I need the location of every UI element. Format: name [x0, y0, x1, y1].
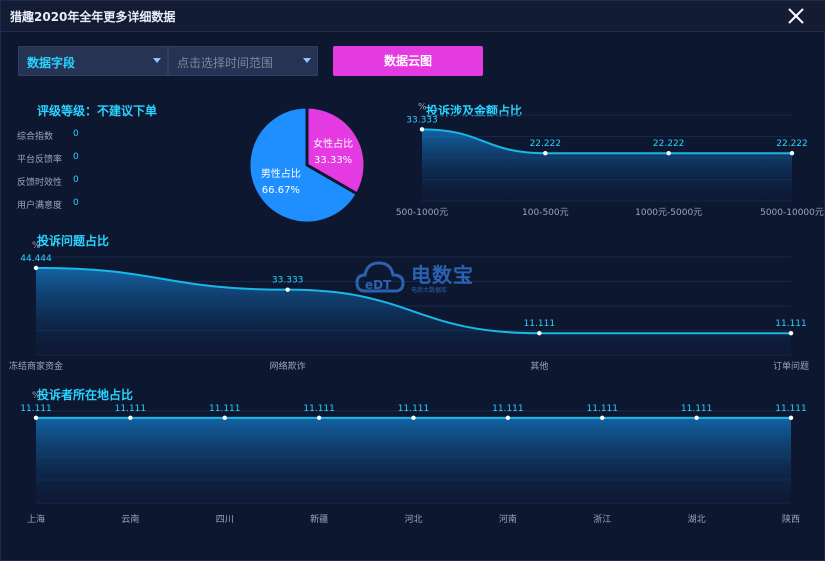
watermark-subtitle: 电商大数据库	[411, 287, 448, 294]
issue-area-chart: % 44.444 冻结商家资金 33.333 网络欺诈 11.111 其他 11.111 订单问…	[9, 241, 809, 372]
data-point	[222, 415, 227, 421]
data-label: 11.111	[115, 404, 147, 414]
unit-label: %	[32, 241, 41, 251]
x-tick-label: 四川	[216, 515, 234, 525]
data-label: 33.333	[406, 115, 438, 125]
data-label: 11.111	[303, 404, 335, 414]
window-title: 猎趣2020年全年更多详细数据	[10, 10, 176, 24]
data-label: 22.222	[530, 139, 562, 149]
x-tick-label: 冻结商家资金	[9, 360, 63, 372]
amount-area-chart: % 33.333 500-1000元 22.222 100-500元 22.222 1000…	[396, 102, 824, 218]
data-label: 22.222	[776, 139, 808, 149]
data-point	[505, 415, 511, 421]
rating-name: 反馈时效性	[17, 178, 63, 188]
pie-slice-name: 男性占比	[261, 167, 301, 180]
data-point	[316, 415, 322, 421]
rating-value: 0	[73, 175, 79, 185]
rating-title: 评级等级：不建议下单	[37, 104, 158, 118]
x-tick-label: 订单问题	[773, 360, 809, 372]
rating-row: 用户满意度 0	[17, 198, 107, 212]
chevron-down-icon	[153, 58, 161, 63]
x-tick-label: 5000-10000元	[760, 208, 824, 218]
data-point	[128, 415, 133, 421]
data-label: 11.111	[681, 404, 713, 414]
data-label: 11.111	[398, 404, 430, 414]
x-tick-label: 河北	[404, 513, 422, 525]
x-tick-label: 网络欺诈	[270, 360, 306, 372]
rating-row: 综合指数 0	[17, 129, 107, 143]
rating-row: 平台反馈率 0	[17, 152, 107, 166]
title-bar: 猎趣2020年全年更多详细数据	[1, 1, 825, 32]
rating-name: 平台反馈率	[17, 155, 63, 165]
x-tick-label: 500-1000元	[396, 208, 448, 218]
pie-slice-name: 女性占比	[313, 137, 353, 150]
rating-value: 0	[73, 129, 79, 139]
area-fill	[422, 129, 792, 201]
data-cloud-button[interactable]: 数据云图	[333, 46, 483, 76]
rating-name: 用户满意度	[17, 201, 63, 211]
data-point	[694, 415, 699, 421]
data-point	[788, 331, 794, 336]
x-tick-label: 河南	[499, 513, 517, 525]
rating-row: 反馈时效性 0	[17, 175, 107, 189]
data-label: 11.111	[20, 404, 52, 414]
close-icon	[788, 8, 804, 24]
data-point	[789, 151, 795, 156]
data-label: 11.111	[492, 404, 524, 414]
chevron-down-icon	[303, 58, 311, 63]
rating-value: 0	[73, 152, 79, 162]
close-button[interactable]	[786, 6, 806, 26]
data-label: 33.333	[272, 276, 304, 286]
pie-slice	[247, 105, 360, 225]
x-tick-label: 1000元-5000元	[635, 208, 702, 218]
data-label: 11.111	[775, 404, 807, 414]
unit-label: %	[32, 391, 41, 401]
x-tick-label: 浙江	[593, 513, 611, 525]
logo-text: eDT	[365, 278, 392, 292]
x-tick-label: 陕西	[782, 513, 800, 525]
x-tick-label: 湖北	[688, 514, 706, 525]
data-field-select[interactable]: 数据字段	[18, 46, 168, 76]
x-tick-label: 其他	[530, 360, 548, 372]
time-range-select[interactable]: 点击选择时间范围	[168, 46, 318, 76]
unit-label: %	[418, 102, 427, 112]
pie-slice-value: 33.33%	[314, 155, 352, 166]
x-tick-label: 云南	[121, 513, 139, 525]
watermark-logo: eDT 电数宝 电商大数据库	[355, 253, 485, 301]
cloud-logo-icon: eDT	[355, 261, 405, 293]
region-area-chart: % 11.111 上海 11.111 云南 11.111 四川 11.111 新疆 11.111 河…	[20, 391, 807, 525]
data-point	[600, 415, 605, 421]
data-point	[285, 287, 290, 292]
data-point	[411, 415, 416, 421]
data-point	[33, 415, 39, 421]
data-field-select-label: 数据字段	[27, 56, 76, 70]
series-line	[35, 266, 791, 335]
area-fill	[36, 417, 791, 503]
data-point	[33, 265, 39, 271]
data-point	[666, 151, 671, 156]
region-chart-title: 投诉者所在地占比	[37, 388, 134, 402]
data-point	[419, 127, 425, 132]
data-label: 22.222	[653, 139, 685, 149]
series-line	[421, 128, 792, 155]
data-point	[543, 151, 548, 156]
data-label: 11.111	[587, 404, 619, 414]
x-tick-label: 100-500元	[522, 208, 569, 218]
time-range-placeholder: 点击选择时间范围	[177, 56, 274, 70]
rating-name: 综合指数	[17, 132, 54, 142]
issue-chart-title: 投诉问题占比	[37, 234, 110, 248]
data-point	[537, 331, 542, 336]
rating-value: 0	[73, 198, 79, 208]
gender-pie-chart: 女性占比 33.33% 男性占比 66.67%	[247, 105, 367, 225]
data-label: 44.444	[20, 254, 52, 264]
data-label: 11.111	[775, 319, 807, 329]
x-tick-label: 上海	[27, 513, 45, 525]
data-point	[788, 415, 794, 421]
pie-slice-value: 66.67%	[262, 185, 300, 196]
x-tick-label: 新疆	[310, 513, 328, 525]
watermark-title: 电数宝	[411, 263, 474, 287]
data-label: 11.111	[524, 319, 556, 329]
data-label: 11.111	[209, 404, 241, 414]
